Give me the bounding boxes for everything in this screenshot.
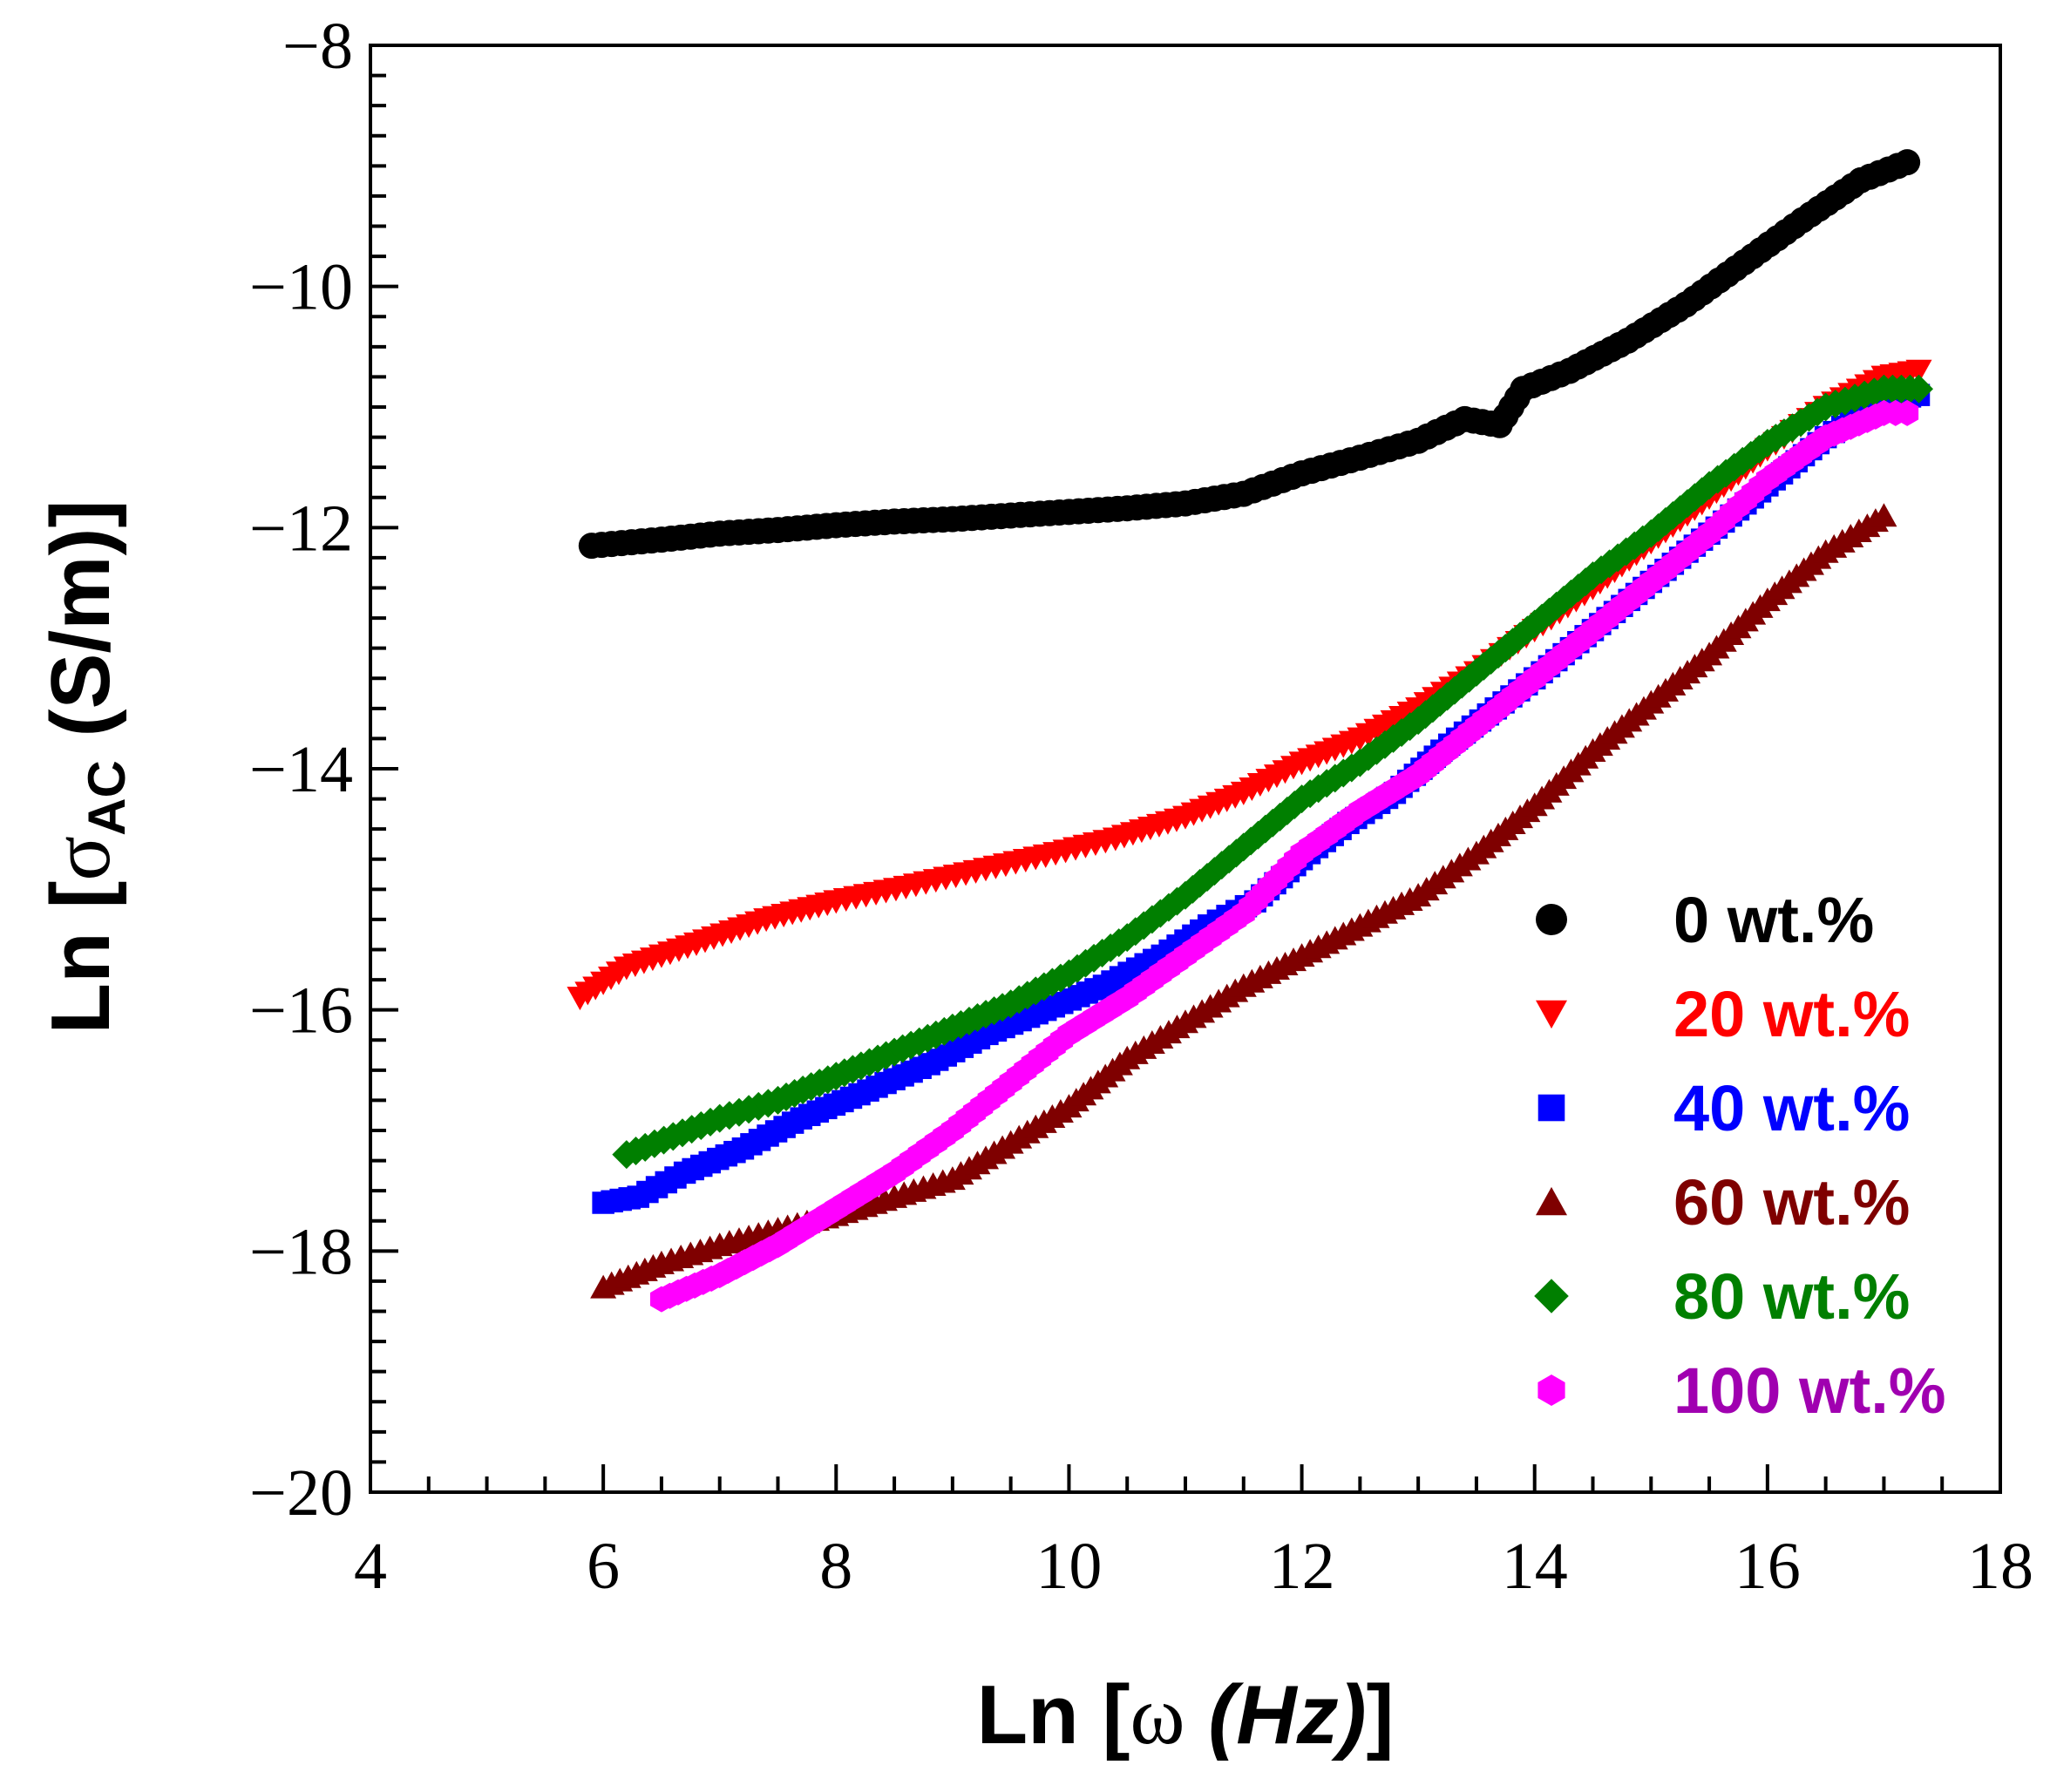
y-axis-title-subscript: AC xyxy=(78,760,136,836)
x-tick-label: 6 xyxy=(587,1530,620,1603)
x-tick-label: 14 xyxy=(1502,1530,1568,1603)
y-tick-labels: −8 −10 −12 −14 −16 −18 −20 xyxy=(249,10,353,1530)
sigma-symbol: σ xyxy=(34,836,127,881)
x-tick-label: 18 xyxy=(1967,1530,2033,1603)
chart: 4 6 8 10 12 14 16 18 −8−10−12−14−16−18−20 Ln [ω… xyxy=(0,0,2050,1792)
x-axis-title-prefix: Ln [ xyxy=(976,1668,1130,1761)
x-axis-title-unit: (Hz) xyxy=(1208,1668,1366,1761)
y-tick-label: −14 xyxy=(249,733,353,806)
x-tick-label: 16 xyxy=(1734,1530,1801,1603)
x-axis-title-space xyxy=(1185,1668,1209,1761)
legend-marker xyxy=(1536,1187,1567,1215)
y-tick-label: −18 xyxy=(249,1215,353,1288)
legend-label: 80 wt.% xyxy=(1673,1260,1910,1333)
legend-label: 20 wt.% xyxy=(1673,978,1910,1050)
x-tick-label: 12 xyxy=(1269,1530,1335,1603)
y-tick-label: −12 xyxy=(249,492,353,565)
legend-marker xyxy=(1536,904,1567,935)
y-tick-label: −10 xyxy=(249,251,353,324)
legend-label: 0 wt.% xyxy=(1673,884,1874,956)
y-tick-label: −20 xyxy=(249,1456,353,1530)
omega-symbol: ω xyxy=(1130,1668,1185,1761)
x-axis-title-suffix: ] xyxy=(1367,1668,1395,1761)
y-axis-title-suffix: (S/m)] xyxy=(34,500,127,761)
legend: 0 wt.% 20 wt.% 40 wt.% 60 wt.% 80 wt.% 100 wt… xyxy=(1534,884,1945,1427)
x-tick-label: 8 xyxy=(819,1530,852,1603)
legend-label: 100 wt.% xyxy=(1673,1354,1946,1427)
legend-marker xyxy=(1538,1375,1565,1406)
y-axis-title-prefix: Ln [ xyxy=(34,881,127,1035)
legend-label: 60 wt.% xyxy=(1673,1166,1910,1239)
x-axis-title: Ln [ω (Hz)] xyxy=(976,1668,1394,1761)
x-tick-labels: 4 6 8 10 12 14 16 18 xyxy=(354,1530,2033,1603)
x-tick-label: 4 xyxy=(354,1530,387,1603)
data-point xyxy=(1894,149,1920,175)
legend-marker xyxy=(1536,1001,1567,1028)
y-tick-label: −16 xyxy=(249,974,353,1048)
legend-marker xyxy=(1538,1095,1565,1122)
legend-label: 40 wt.% xyxy=(1673,1072,1910,1144)
x-tick-label: 10 xyxy=(1035,1530,1102,1603)
legend-marker xyxy=(1534,1279,1569,1313)
y-tick-label: −8 xyxy=(282,10,353,83)
y-axis-title: Ln [σAC (S/m)] xyxy=(34,500,136,1035)
